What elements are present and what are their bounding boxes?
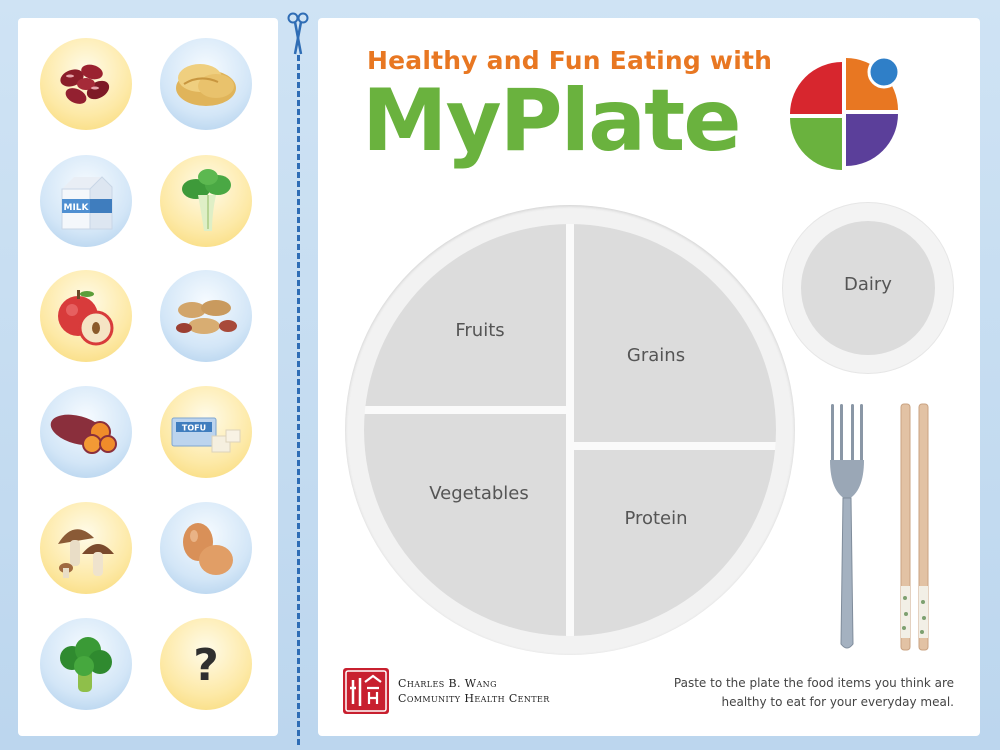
food-item-kidney-beans[interactable] (40, 38, 132, 130)
food-item-apple[interactable] (40, 270, 132, 362)
bread-icon (176, 64, 236, 106)
food-item-sweet-potato[interactable] (40, 386, 132, 478)
food-item-peanuts[interactable] (160, 270, 252, 362)
plate-section-fruits[interactable] (364, 224, 566, 406)
plate-section-protein[interactable] (574, 450, 776, 636)
milk-label: MILK (63, 203, 89, 213)
plate-section-grains[interactable] (574, 224, 776, 442)
protein-label: Protein (624, 508, 688, 529)
eggs-icon (183, 523, 233, 575)
sweet-potato-icon (50, 414, 117, 454)
food-item-milk[interactable]: MILK (40, 155, 132, 247)
bok-choy-icon (182, 169, 231, 231)
scissors-icon (287, 12, 309, 55)
peanuts-icon (176, 300, 237, 334)
food-item-panel (18, 18, 278, 736)
question-mark-text: ? (193, 640, 219, 691)
milk-carton-icon: MILK (61, 176, 113, 230)
food-item-broccoli[interactable] (40, 618, 132, 710)
organization-name-line2: Community Health Center (398, 692, 550, 705)
food-item-tofu[interactable]: TOFU (160, 386, 252, 478)
dairy-label: Dairy (844, 274, 892, 295)
plate-section-vegetables[interactable] (364, 414, 566, 636)
apple-icon (58, 290, 114, 346)
chc-logo-icon (343, 668, 389, 714)
chopsticks-icon (900, 403, 929, 651)
food-item-bread[interactable] (160, 38, 252, 130)
cut-line (297, 55, 300, 745)
broccoli-icon (60, 637, 112, 692)
organization-name: Charles B. Wang Community Health Center (398, 676, 550, 706)
food-item-unknown[interactable]: ? (160, 618, 252, 710)
tofu-label: TOFU (182, 424, 206, 433)
dairy-section[interactable] (801, 221, 935, 355)
tofu-icon: TOFU (171, 417, 241, 453)
question-mark-icon: ? (193, 640, 219, 691)
kidney-beans-icon (60, 64, 110, 104)
page-subtitle: Healthy and Fun Eating with (367, 46, 773, 75)
myplate-logo-icon (790, 55, 901, 170)
plate (364, 224, 776, 636)
mushrooms-icon (58, 529, 114, 578)
instruction-text: Paste to the plate the food items you th… (673, 676, 954, 709)
fruits-label: Fruits (455, 320, 505, 341)
page-title: MyPlate (362, 71, 742, 171)
food-item-eggs[interactable] (160, 502, 252, 594)
fork-icon (830, 404, 864, 649)
food-item-mushrooms[interactable] (40, 502, 132, 594)
vegetables-label: Vegetables (429, 483, 529, 504)
grains-label: Grains (626, 345, 686, 366)
food-item-bok-choy[interactable] (160, 155, 252, 247)
organization-name-line1: Charles B. Wang (398, 677, 497, 690)
